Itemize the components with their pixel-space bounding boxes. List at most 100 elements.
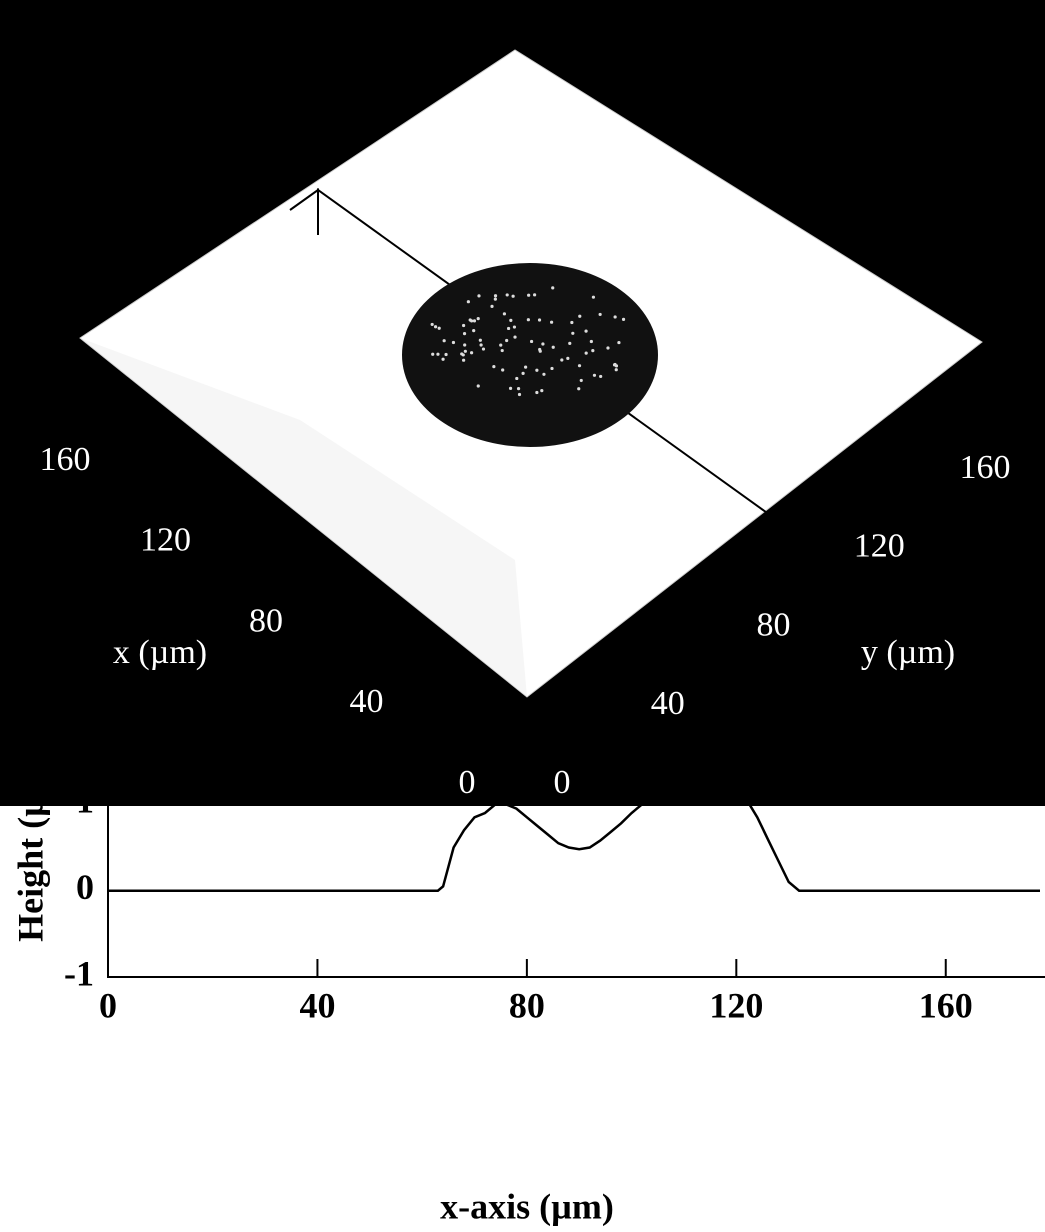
speckle-dot <box>540 389 543 392</box>
x-tick-label: 0 <box>459 764 476 801</box>
speckle-dot <box>443 339 446 342</box>
speckle-dot <box>535 369 538 372</box>
speckle-dot <box>551 286 554 289</box>
x-axis-label: x-axis (µm) <box>440 1186 614 1226</box>
speckle-dot <box>513 325 516 328</box>
speckle-dot <box>441 358 444 361</box>
speckle-dot <box>533 293 536 296</box>
y-tick-label: 160 <box>960 449 1011 486</box>
speckle-dot <box>505 339 508 342</box>
speckle-dot <box>434 325 437 328</box>
y-axis-label: Height (µm) <box>10 754 50 942</box>
speckle-dot <box>592 296 595 299</box>
speckle-dot <box>515 377 518 380</box>
speckle-dot <box>509 319 512 322</box>
speckle-dot <box>467 300 470 303</box>
speckle-dot <box>463 332 466 335</box>
speckle-dot <box>482 347 485 350</box>
speckle-dot <box>462 353 465 356</box>
speckle-dot <box>599 313 602 316</box>
speckle-dot <box>462 324 465 327</box>
x-tick-label: 160 <box>40 441 91 478</box>
speckle-dot <box>527 318 530 321</box>
x-tick-label: 0 <box>99 985 117 1025</box>
speckle-dot <box>477 317 480 320</box>
speckle-dot <box>503 312 506 315</box>
speckle-dot <box>512 295 515 298</box>
y-tick-label: 2 <box>76 694 94 734</box>
speckle-dot <box>490 305 493 308</box>
speckle-dot <box>436 353 439 356</box>
x-tick-label: 80 <box>249 602 283 639</box>
speckle-dot <box>538 348 541 351</box>
speckle-dot <box>463 343 466 346</box>
y-tick-label: 0 <box>76 867 94 907</box>
speckle-dot <box>578 315 581 318</box>
speckle-dot <box>593 374 596 377</box>
speckle-dot <box>550 321 553 324</box>
speckle-dot <box>479 343 482 346</box>
speckle-dot <box>492 365 495 368</box>
speckle-dot <box>530 340 533 343</box>
speckle-dot <box>472 329 475 332</box>
speckle-dot <box>518 393 521 396</box>
speckle-dot <box>501 349 504 352</box>
speckle-dot <box>517 387 520 390</box>
speckle-dot <box>477 384 480 387</box>
dome <box>402 263 658 447</box>
speckle-dot <box>444 353 447 356</box>
speckle-dot <box>499 344 502 347</box>
speckle-dot <box>462 359 465 362</box>
speckle-dot <box>615 368 618 371</box>
speckle-dot <box>606 346 609 349</box>
speckle-dot <box>617 341 620 344</box>
speckle-dot <box>438 327 441 330</box>
x-axis-label: x (µm) <box>113 634 207 671</box>
y-tick-label: -1 <box>64 953 94 993</box>
speckle-dot <box>494 294 497 297</box>
speckle-dot <box>542 373 545 376</box>
speckle-dot <box>591 349 594 352</box>
speckle-dot <box>538 318 541 321</box>
y-tick-label: 0 <box>554 764 571 801</box>
speckle-dot <box>580 379 583 382</box>
speckle-dot <box>541 342 544 345</box>
speckle-dot <box>479 339 482 342</box>
speckle-dot <box>614 315 617 318</box>
speckle-dot <box>622 318 625 321</box>
x-tick-label: 40 <box>299 985 335 1025</box>
speckle-dot <box>578 364 581 367</box>
speckle-dot <box>613 363 616 366</box>
x-tick-label: 160 <box>919 985 973 1025</box>
speckle-dot <box>550 367 553 370</box>
x-tick-label: 120 <box>140 522 191 559</box>
y-tick-label: 1 <box>76 781 94 821</box>
figure: x (µm) y (µm) 0408012016004080120160 x-a… <box>0 0 1045 1232</box>
speckle-dot <box>494 298 497 301</box>
speckle-dot <box>469 318 472 321</box>
speckle-dot <box>431 353 434 356</box>
speckle-dot <box>590 340 593 343</box>
speckle-dot <box>570 321 573 324</box>
x-tick-label: 120 <box>709 985 763 1025</box>
speckle-dot <box>473 319 476 322</box>
speckle-dot <box>568 342 571 345</box>
y-tick-label: 40 <box>651 685 685 722</box>
speckle-dot <box>527 294 530 297</box>
speckle-dot <box>431 323 434 326</box>
y-tick-label: 80 <box>757 606 791 643</box>
speckle-dot <box>470 351 473 354</box>
x-tick-label: 40 <box>350 683 384 720</box>
speckle-dot <box>452 341 455 344</box>
speckle-dot <box>577 387 580 390</box>
y-axis-label: y (µm) <box>861 634 955 671</box>
x-tick-label: 80 <box>509 985 545 1025</box>
speckle-dot <box>506 293 509 296</box>
speckle-dot <box>566 357 569 360</box>
speckle-dot <box>464 350 467 353</box>
speckle-dot <box>560 358 563 361</box>
speckle-dot <box>477 294 480 297</box>
speckle-dot <box>524 366 527 369</box>
speckle-dot <box>521 372 524 375</box>
